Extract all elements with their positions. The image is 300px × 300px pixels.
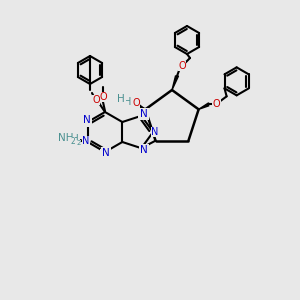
Text: N: N bbox=[100, 149, 108, 159]
Text: 2: 2 bbox=[70, 137, 75, 146]
Polygon shape bbox=[172, 76, 178, 90]
Text: O: O bbox=[99, 92, 107, 102]
Text: N: N bbox=[101, 148, 109, 158]
Text: N: N bbox=[83, 115, 91, 125]
Text: 2: 2 bbox=[76, 140, 81, 146]
Text: N: N bbox=[140, 144, 147, 154]
Text: NH: NH bbox=[58, 133, 74, 143]
Text: O: O bbox=[132, 98, 140, 108]
Text: H: H bbox=[118, 94, 125, 104]
Polygon shape bbox=[140, 105, 146, 109]
Text: N: N bbox=[152, 127, 159, 137]
Text: N: N bbox=[102, 148, 110, 158]
Text: N: N bbox=[139, 110, 146, 120]
Text: N: N bbox=[82, 136, 89, 146]
Text: NH: NH bbox=[64, 134, 79, 144]
Text: H: H bbox=[124, 97, 131, 107]
Text: N: N bbox=[140, 109, 147, 119]
Polygon shape bbox=[199, 103, 208, 109]
Text: N: N bbox=[83, 117, 90, 127]
Text: N: N bbox=[140, 145, 148, 155]
Text: O: O bbox=[178, 61, 186, 71]
Text: N: N bbox=[81, 116, 88, 126]
Text: N: N bbox=[140, 109, 148, 119]
Text: O: O bbox=[92, 95, 100, 105]
Text: O: O bbox=[213, 99, 220, 109]
